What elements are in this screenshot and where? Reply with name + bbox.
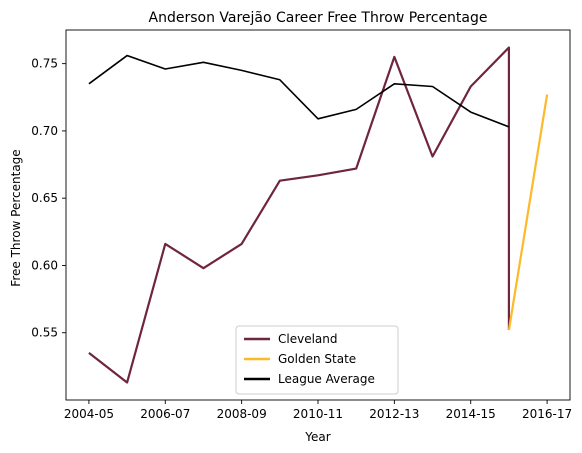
legend-box — [235, 325, 399, 395]
y-tick-label: 0.75 — [31, 57, 58, 71]
x-axis-label: Year — [304, 430, 330, 444]
x-tick-label: 2014-15 — [446, 407, 496, 421]
series-line-golden-state — [507, 94, 549, 331]
x-tick-label: 2008-09 — [217, 407, 267, 421]
legend-label-golden-state: Golden State — [278, 352, 356, 366]
series-line-league-average — [88, 54, 510, 128]
y-axis-label: Free Throw Percentage — [9, 149, 23, 286]
chart-title: Anderson Varejão Career Free Throw Perce… — [149, 10, 488, 26]
series-line-cleveland — [88, 46, 511, 384]
x-tick-label: 2004-05 — [64, 407, 114, 421]
y-tick-label: 0.65 — [31, 191, 58, 205]
x-tick-label: 2010-11 — [293, 407, 343, 421]
legend: Cleveland Golden State League Average — [235, 325, 399, 395]
legend-label-cleveland: Cleveland — [278, 332, 338, 346]
y-axis: 0.55 0.60 0.65 0.70 0.75 — [31, 57, 66, 340]
x-axis: 2004-05 2006-07 2008-09 2010-11 2012-13 2014-… — [64, 400, 572, 421]
y-tick-label: 0.70 — [31, 124, 58, 138]
legend-label-league-average: League Average — [278, 372, 375, 386]
y-tick-label: 0.55 — [31, 326, 58, 340]
y-tick-label: 0.60 — [31, 258, 58, 272]
x-tick-label: 2012-13 — [369, 407, 419, 421]
x-tick-label: 2006-07 — [140, 407, 190, 421]
x-tick-label: 2016-17 — [522, 407, 572, 421]
